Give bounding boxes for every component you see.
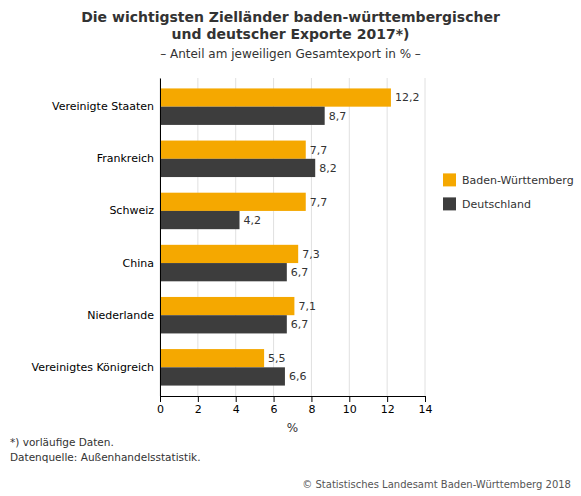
bars bbox=[160, 88, 391, 385]
y-tick: Niederlande bbox=[87, 309, 160, 322]
y-tick: Vereinigte Staaten bbox=[52, 100, 160, 113]
chart: Die wichtigsten Zielländer baden-württem… bbox=[0, 0, 581, 496]
y-axis: Vereinigte Staaten Frankreich Schweiz China… bbox=[32, 79, 161, 397]
legend-label: Baden-Württemberg bbox=[462, 174, 574, 187]
y-tick-label: Vereinigtes Königreich bbox=[32, 361, 154, 374]
y-tick: China bbox=[123, 257, 160, 270]
data-label: 7,3 bbox=[302, 248, 320, 261]
data-label: 4,2 bbox=[244, 214, 262, 227]
bar bbox=[160, 193, 306, 211]
x-axis: 0 2 4 6 8 10 12 14 bbox=[157, 396, 433, 416]
y-tick-label: Vereinigte Staaten bbox=[52, 100, 154, 113]
bar bbox=[160, 107, 325, 125]
x-tick-label: 0 bbox=[157, 403, 164, 416]
bar bbox=[160, 263, 287, 281]
bar bbox=[160, 349, 264, 367]
data-label: 7,7 bbox=[310, 144, 328, 157]
x-tick-label: 6 bbox=[271, 403, 278, 416]
title: Die wichtigsten Zielländer baden-württem… bbox=[81, 9, 500, 25]
y-tick: Schweiz bbox=[109, 204, 160, 217]
x-tick-label: 10 bbox=[343, 403, 357, 416]
subtitle: – Anteil am jeweiligen Gesamtexport in %… bbox=[160, 47, 421, 61]
x-tick-mark bbox=[311, 396, 312, 402]
x-tick: 2 bbox=[195, 396, 202, 416]
copyright: © Statistisches Landesamt Baden-Württemb… bbox=[302, 479, 571, 490]
x-axis-title: % bbox=[287, 421, 298, 435]
grid-line bbox=[197, 78, 198, 396]
x-tick: 8 bbox=[308, 396, 315, 416]
data-label: 7,7 bbox=[310, 196, 328, 209]
data-label: 6,7 bbox=[291, 266, 309, 279]
legend: Baden-Württemberg Deutschland bbox=[443, 173, 574, 210]
plot: 12,2 7,7 7,7 7,3 7,1 5,5 8,7 8,2 4,2 6,7 6,7 6,6 0 2 4… bbox=[32, 78, 433, 435]
data-label: 6,7 bbox=[291, 318, 309, 331]
x-tick-label: 14 bbox=[419, 403, 433, 416]
data-label: 7,1 bbox=[298, 300, 316, 313]
bar bbox=[160, 159, 315, 177]
y-tick: Frankreich bbox=[97, 152, 160, 165]
bar bbox=[160, 297, 294, 315]
bar bbox=[160, 367, 285, 385]
data-labels: 12,2 7,7 7,7 7,3 7,1 5,5 8,7 8,2 4,2 6,7 6,7 6,6 bbox=[244, 91, 420, 383]
legend-swatch bbox=[443, 197, 456, 210]
x-tick-mark bbox=[425, 396, 426, 402]
data-label: 8,2 bbox=[319, 162, 337, 175]
y-tick-label: Schweiz bbox=[109, 204, 154, 217]
grid-line bbox=[273, 78, 274, 396]
legend-swatch bbox=[443, 173, 456, 186]
x-tick-label: 8 bbox=[308, 403, 315, 416]
bar bbox=[160, 211, 240, 229]
legend-item: Deutschland bbox=[443, 197, 531, 210]
grid-line bbox=[311, 78, 312, 396]
x-tick: 10 bbox=[343, 396, 357, 416]
x-tick-mark bbox=[160, 396, 161, 402]
grid-line bbox=[349, 78, 350, 396]
y-tick-label: Niederlande bbox=[87, 309, 154, 322]
x-tick-label: 12 bbox=[381, 403, 395, 416]
grid-line bbox=[387, 78, 388, 396]
grid-line bbox=[235, 78, 236, 396]
bar bbox=[160, 245, 298, 263]
grid bbox=[160, 78, 425, 396]
x-tick-label: 4 bbox=[233, 403, 240, 416]
grid-line bbox=[425, 78, 426, 396]
data-label: 12,2 bbox=[395, 91, 420, 104]
footnote: Datenquelle: Außenhandelsstatistik. bbox=[10, 451, 201, 463]
grid-line bbox=[160, 78, 161, 396]
x-tick: 12 bbox=[381, 396, 395, 416]
bar bbox=[160, 141, 306, 159]
bar bbox=[160, 315, 287, 333]
data-label: 6,6 bbox=[289, 370, 307, 383]
y-axis-line bbox=[160, 79, 161, 397]
data-label: 5,5 bbox=[268, 352, 286, 365]
x-axis-line bbox=[161, 397, 426, 403]
x-tick-mark bbox=[349, 396, 350, 402]
x-tick-mark bbox=[236, 396, 237, 402]
x-tick-mark bbox=[387, 396, 388, 402]
legend-label: Deutschland bbox=[462, 198, 531, 211]
footnote: *) vorläufige Daten. bbox=[10, 436, 114, 448]
y-tick: Vereinigtes Königreich bbox=[32, 361, 160, 374]
title: und deutscher Exporte 2017*) bbox=[172, 26, 410, 42]
x-tick-mark bbox=[274, 396, 275, 402]
legend-item: Baden-Württemberg bbox=[443, 173, 574, 186]
bar bbox=[160, 88, 391, 106]
y-tick-label: Frankreich bbox=[97, 152, 154, 165]
x-tick: 4 bbox=[233, 396, 240, 416]
x-tick: 0 bbox=[157, 396, 164, 416]
x-tick-mark bbox=[198, 396, 199, 402]
x-tick: 6 bbox=[271, 396, 278, 416]
x-tick: 14 bbox=[419, 396, 433, 416]
y-tick-label: China bbox=[123, 257, 154, 270]
data-label: 8,7 bbox=[329, 110, 347, 123]
x-tick-label: 2 bbox=[195, 403, 202, 416]
